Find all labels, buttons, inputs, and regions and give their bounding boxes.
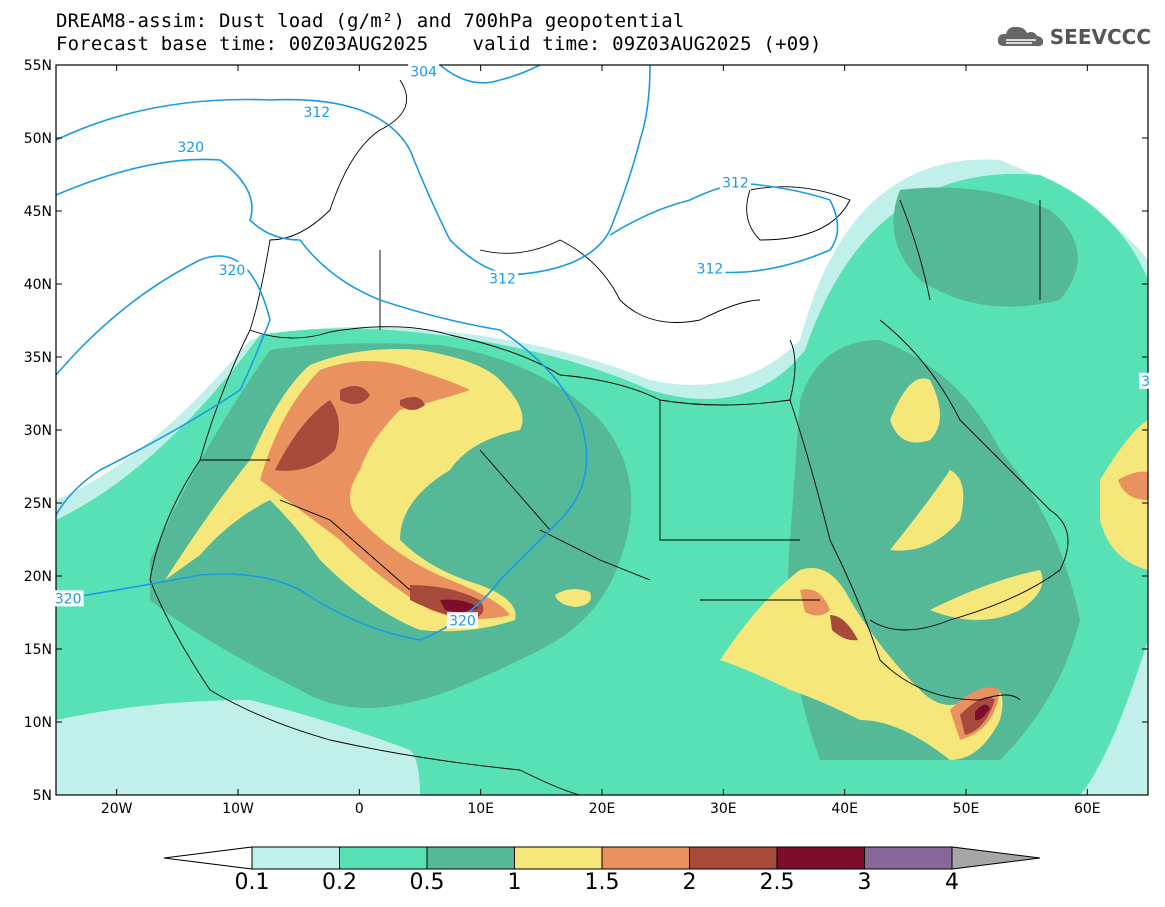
lat-ticks: 55N 50N 45N 40N 35N 30N 25N 20N 15N 10N 5N: [24, 58, 1148, 804]
lon-tick-label: 60E: [1074, 801, 1101, 817]
contour-label: 3: [1141, 374, 1150, 390]
colorbar-label: 0.2: [322, 870, 357, 895]
lat-tick-label: 30N: [24, 423, 52, 439]
colorbar-swatch: [426, 846, 515, 870]
colorbar-swatch: [514, 846, 603, 870]
colorbar-label: 2: [682, 870, 697, 895]
geopotential-contours: [56, 65, 839, 641]
contour-label-bg: [487, 270, 519, 287]
contour-label-bg: [52, 590, 84, 607]
colorbar-label: 1: [507, 870, 522, 895]
logo-text: SEEVCCC: [1049, 25, 1151, 49]
contour-label-bg: [446, 612, 478, 629]
lat-tick-label: 10N: [24, 715, 52, 731]
lon-tick-label: 30E: [710, 801, 737, 817]
colorbar-label: 0.1: [234, 870, 270, 895]
valid-time: valid time: 09Z03AUG2025 (+09): [472, 33, 822, 55]
colorbar-label: 0.5: [409, 870, 445, 895]
colorbar-label: 1.5: [584, 870, 620, 895]
contour-320-north: [56, 65, 651, 276]
lat-tick-label: 5N: [33, 788, 52, 804]
contour-label-bg: [1139, 372, 1153, 389]
map-title: DREAM8-assim: Dust load (g/m²) and 700hP…: [56, 10, 685, 32]
dust-level-2: [275, 400, 339, 471]
contour-320-south: [56, 255, 271, 516]
contour-label-bg: [301, 104, 333, 121]
lon-tick-label: 20E: [589, 801, 616, 817]
lon-tick-label: 10W: [222, 801, 254, 817]
contour-label: 304: [410, 64, 437, 80]
contour-label: 312: [697, 261, 724, 277]
map-subtitle: Forecast base time: 00Z03AUG2025 valid ti…: [56, 33, 822, 55]
coastlines: [149, 79, 1069, 795]
contour-label: 320: [177, 140, 204, 156]
lon-tick-label: 20W: [101, 801, 133, 817]
contour-320-mid: [56, 158, 588, 641]
contour-label-bg: [175, 139, 207, 156]
lat-tick-label: 50N: [24, 131, 52, 147]
colorbar-swatch: [601, 846, 690, 870]
colorbar-label: 3: [857, 870, 872, 895]
lon-tick-label: 40E: [831, 801, 858, 817]
colorbar-swatch: [689, 846, 778, 870]
lon-ticks: 20W 10W 0 10E 20E 30E 40E 50E 60E: [101, 65, 1101, 817]
lat-tick-label: 55N: [24, 58, 52, 74]
contour-labels: 304 312 320 312 320 312 312 320 320 3: [52, 63, 1153, 629]
lon-tick-label: 10E: [467, 801, 494, 817]
contour-label: 312: [303, 105, 330, 121]
colorbar-swatch: [339, 846, 428, 870]
colorbar-under-triangle: [163, 846, 253, 870]
colorbar-swatch: [864, 846, 953, 870]
lat-tick-label: 25N: [24, 496, 52, 512]
lon-tick-label: 0: [355, 801, 364, 817]
lat-tick-label: 45N: [24, 204, 52, 220]
colorbar-label: 4: [945, 870, 959, 895]
dust-level-2.5: [440, 599, 478, 613]
dust-field: [56, 159, 1148, 795]
contour-label-bg: [694, 260, 726, 277]
contour-label-bg: [719, 174, 751, 191]
lat-tick-label: 40N: [24, 277, 52, 293]
contour-label: 320: [449, 613, 476, 629]
contour-label: 320: [219, 263, 246, 279]
lat-tick-label: 20N: [24, 569, 52, 585]
lat-tick-label: 15N: [24, 642, 52, 658]
colorbar-swatch: [776, 846, 865, 870]
colorbar: [163, 846, 1041, 870]
contour-312-east: [609, 183, 839, 274]
seevccc-logo: SEEVCCC: [996, 24, 1151, 50]
contour-304: [439, 65, 541, 84]
lat-tick-label: 35N: [24, 350, 52, 366]
colorbar-label: 2.5: [759, 870, 795, 895]
lon-tick-label: 50E: [953, 801, 980, 817]
cloud-icon: [997, 26, 1043, 47]
contour-label: 312: [722, 175, 749, 191]
contour-label-bg: [408, 63, 440, 80]
colorbar-swatch: [251, 846, 340, 870]
colorbar-over-triangle: [951, 846, 1041, 870]
base-time: Forecast base time: 00Z03AUG2025: [56, 33, 429, 55]
contour-label: 320: [55, 591, 82, 607]
contour-label-bg: [216, 261, 248, 278]
contour-label: 312: [489, 272, 516, 288]
